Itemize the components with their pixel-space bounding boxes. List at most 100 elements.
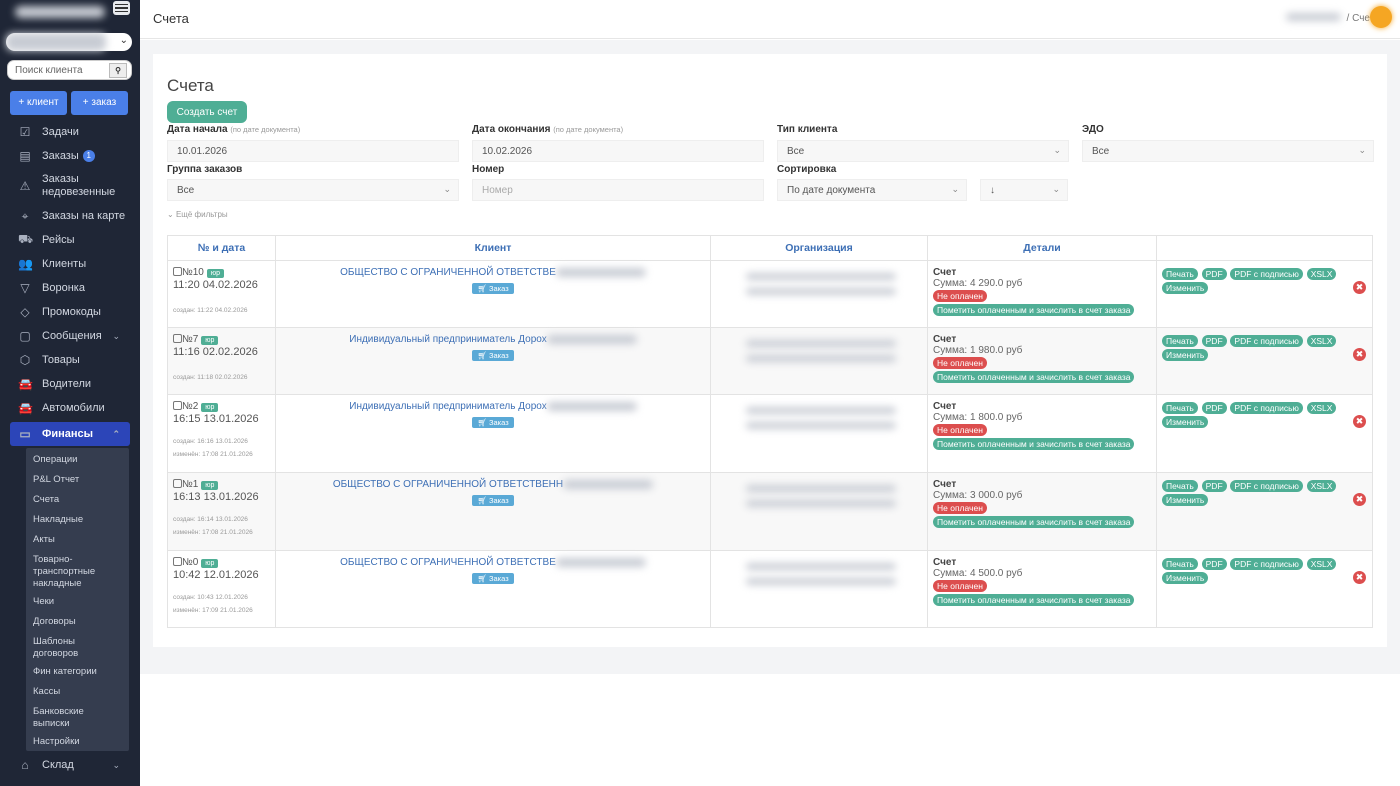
action-2-button[interactable]: PDF с подписью [1230, 268, 1303, 280]
create-invoice-button[interactable]: Создать счет [167, 101, 247, 123]
submenu-item-4[interactable]: Акты [33, 534, 55, 545]
add-client-button[interactable]: + клиент [10, 91, 67, 115]
row-checkbox[interactable] [173, 267, 182, 276]
sidebar-item-6[interactable]: ▽ Воронка [0, 276, 140, 300]
company-select[interactable]: ⌄ [6, 33, 132, 51]
row-checkbox[interactable] [173, 557, 182, 566]
order-button[interactable]: 🛒︎ Заказ [472, 417, 514, 428]
client-search[interactable]: Поиск клиента ⚲ [7, 60, 132, 80]
lightbulb-icon[interactable] [1370, 6, 1392, 28]
invoice-number: №7 [182, 334, 199, 345]
action-4-button[interactable]: Изменить [1162, 416, 1209, 428]
sidebar-item-warehouse[interactable]: ⌂ Склад ⌄ [0, 753, 140, 777]
breadcrumb: / Сче [1285, 13, 1370, 24]
action-3-button[interactable]: XSLX [1306, 480, 1337, 492]
delete-icon[interactable]: ✖ [1353, 348, 1366, 361]
action-4-button[interactable]: Изменить [1162, 349, 1209, 361]
edo-select[interactable]: Все ⌄ [1082, 140, 1374, 162]
sort-direction-select[interactable]: ↓ ⌄ [980, 179, 1068, 201]
submenu-item-2[interactable]: Счета [33, 494, 60, 505]
submenu-item-7[interactable]: Договоры [33, 616, 76, 627]
action-0-button[interactable]: Печать [1162, 402, 1198, 414]
action-0-button[interactable]: Печать [1162, 558, 1198, 570]
order-button[interactable]: 🛒︎ Заказ [472, 283, 514, 294]
action-1-button[interactable]: PDF [1201, 558, 1227, 570]
submenu-item-3[interactable]: Накладные [33, 514, 84, 525]
mark-paid-button[interactable]: Пометить оплаченным и зачислить в счет з… [933, 371, 1135, 383]
sidebar-item-9[interactable]: ⬡ Товары [0, 348, 140, 372]
sidebar-item-2[interactable]: ⚠ Заказы недовезенные [0, 168, 140, 204]
sidebar-item-12[interactable]: ▭ Финансы ⌃ [10, 422, 130, 446]
row-checkbox[interactable] [173, 401, 182, 410]
submenu-item-12[interactable]: Настройки [33, 736, 80, 747]
mark-paid-button[interactable]: Пометить оплаченным и зачислить в счет з… [933, 304, 1135, 316]
action-0-button[interactable]: Печать [1162, 335, 1198, 347]
order-button[interactable]: 🛒︎ Заказ [472, 350, 514, 361]
sidebar-item-10[interactable]: 🚘 Водители [0, 372, 140, 396]
sidebar-item-8[interactable]: ▢ Сообщения ⌄ [0, 324, 140, 348]
action-1-button[interactable]: PDF [1201, 480, 1227, 492]
action-2-button[interactable]: PDF с подписью [1230, 480, 1303, 492]
breadcrumb-current[interactable]: Сче [1352, 13, 1370, 24]
action-2-button[interactable]: PDF с подписью [1230, 402, 1303, 414]
sidebar-item-4[interactable]: ⛟ Рейсы [0, 228, 140, 252]
client-link[interactable]: Индивидуальный предприниматель Дорох [349, 401, 547, 412]
delete-icon[interactable]: ✖ [1353, 281, 1366, 294]
delete-icon[interactable]: ✖ [1353, 415, 1366, 428]
sidebar-item-0[interactable]: ☑ Задачи [0, 120, 140, 144]
action-3-button[interactable]: XSLX [1306, 558, 1337, 570]
action-2-button[interactable]: PDF с подписью [1230, 558, 1303, 570]
delete-icon[interactable]: ✖ [1353, 493, 1366, 506]
submenu-item-9[interactable]: Фин категории [33, 666, 97, 677]
search-input[interactable]: Поиск клиента [15, 65, 83, 76]
delete-icon[interactable]: ✖ [1353, 571, 1366, 584]
mark-paid-button[interactable]: Пометить оплаченным и зачислить в счет з… [933, 438, 1135, 450]
action-0-button[interactable]: Печать [1162, 268, 1198, 280]
action-1-button[interactable]: PDF [1201, 335, 1227, 347]
order-button[interactable]: 🛒︎ Заказ [472, 495, 514, 506]
order-button[interactable]: 🛒︎ Заказ [472, 573, 514, 584]
action-4-button[interactable]: Изменить [1162, 572, 1209, 584]
search-icon[interactable]: ⚲ [109, 63, 127, 78]
submenu-item-8[interactable]: Шаблоны договоров [33, 636, 79, 659]
submenu-item-10[interactable]: Кассы [33, 686, 61, 697]
submenu-item-1[interactable]: P&L Отчет [33, 474, 80, 485]
sidebar-item-3[interactable]: ⌖ Заказы на карте [0, 204, 140, 228]
order-group-select[interactable]: Все ⌄ [167, 179, 459, 201]
row-checkbox[interactable] [173, 334, 182, 343]
action-1-button[interactable]: PDF [1201, 268, 1227, 280]
start-date-input[interactable]: 10.01.2026 [167, 140, 459, 162]
sidebar-item-11[interactable]: 🚘 Автомобили [0, 396, 140, 420]
submenu-item-6[interactable]: Чеки [33, 596, 55, 607]
sidebar-item-7[interactable]: ◇ Промокоды [0, 300, 140, 324]
submenu-item-0[interactable]: Операции [33, 454, 78, 465]
action-3-button[interactable]: XSLX [1306, 402, 1337, 414]
sort-label: Сортировка [777, 164, 837, 175]
action-4-button[interactable]: Изменить [1162, 494, 1209, 506]
mark-paid-button[interactable]: Пометить оплаченным и зачислить в счет з… [933, 594, 1135, 606]
client-link[interactable]: Индивидуальный предприниматель Дорох [349, 334, 547, 345]
action-3-button[interactable]: XSLX [1306, 335, 1337, 347]
sidebar-item-1[interactable]: ▤ Заказы 1 [0, 144, 140, 168]
action-4-button[interactable]: Изменить [1162, 282, 1209, 294]
submenu-item-5[interactable]: Товарно-транспортные накладные [33, 554, 96, 589]
submenu-item-11[interactable]: Банковские выписки [33, 706, 84, 729]
sidebar-item-5[interactable]: 👥 Клиенты [0, 252, 140, 276]
action-0-button[interactable]: Печать [1162, 480, 1198, 492]
organization-cell [710, 260, 928, 328]
menu-icon[interactable] [113, 1, 130, 15]
end-date-input[interactable]: 10.02.2026 [472, 140, 764, 162]
add-order-button[interactable]: + заказ [71, 91, 128, 115]
client-link[interactable]: ОБЩЕСТВО С ОГРАНИЧЕННОЙ ОТВЕТСТВЕ [340, 267, 556, 278]
row-checkbox[interactable] [173, 479, 182, 488]
number-input[interactable]: Номер [472, 179, 764, 201]
sort-select[interactable]: По дате документа ⌄ [777, 179, 967, 201]
action-1-button[interactable]: PDF [1201, 402, 1227, 414]
action-2-button[interactable]: PDF с подписью [1230, 335, 1303, 347]
client-link[interactable]: ОБЩЕСТВО С ОГРАНИЧЕННОЙ ОТВЕТСТВЕ [340, 557, 556, 568]
client-link[interactable]: ОБЩЕСТВО С ОГРАНИЧЕННОЙ ОТВЕТСТВЕНН [332, 479, 564, 490]
mark-paid-button[interactable]: Пометить оплаченным и зачислить в счет з… [933, 516, 1135, 528]
action-3-button[interactable]: XSLX [1306, 268, 1337, 280]
more-filters-toggle[interactable]: ⌄ Ещё фильтры [167, 210, 228, 219]
client-type-select[interactable]: Все ⌄ [777, 140, 1069, 162]
